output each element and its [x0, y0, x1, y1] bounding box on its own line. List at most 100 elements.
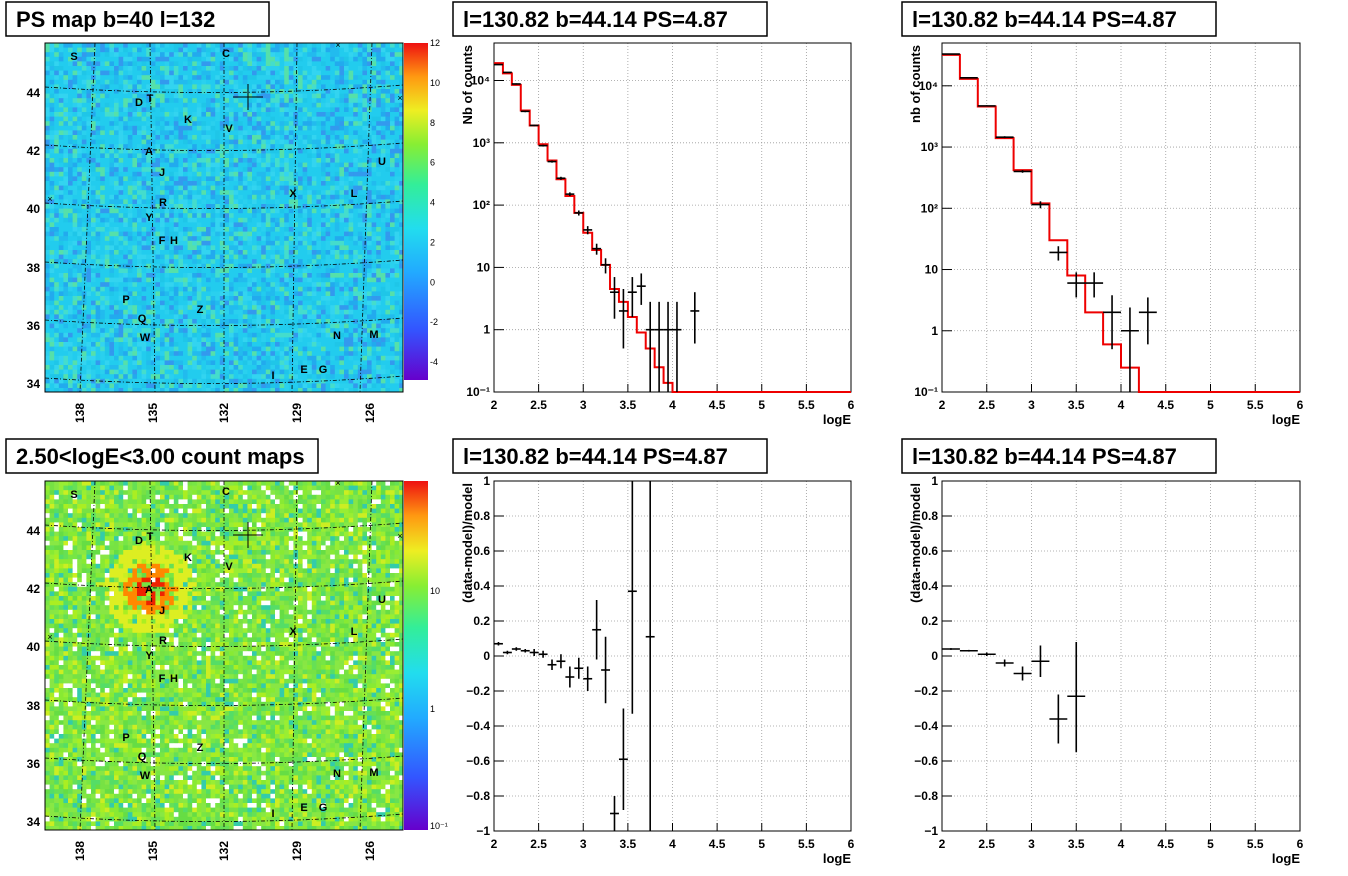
source-label: Y [145, 650, 153, 662]
lon-gridline [149, 43, 156, 392]
lon-tick-label: 126 [363, 841, 377, 861]
ps-map-lat-ticks: 44 42 40 38 36 34 [27, 86, 41, 391]
lat-tick-label: 42 [27, 582, 41, 596]
lat-gridline [45, 755, 403, 764]
x-tick-label: 2 [939, 837, 946, 851]
source-label: S [70, 489, 77, 501]
lon-tick-label: 129 [290, 841, 304, 861]
x-tick-label: 4 [1118, 398, 1125, 412]
x-tick-label: 3.5 [620, 398, 637, 412]
x-tick-label: 6 [1297, 837, 1304, 851]
lat-tick-label: 36 [27, 757, 41, 771]
ps-map-panel: PS map b=40 l=132 S C D T K V A U J X L RYF H P Z QW N M I… [5, 1, 440, 423]
x-tick-label: 4 [1118, 837, 1125, 851]
ps-map-heatmap [45, 43, 403, 392]
source-label: F [159, 235, 166, 247]
source-label: G [319, 802, 328, 814]
colorbar-tick-label: 4 [430, 198, 435, 208]
lat-tick-label: 38 [27, 261, 41, 275]
y-tick-label: −0.4 [466, 719, 490, 733]
y-tick-label: 1 [931, 324, 938, 338]
lon-tick-label: 138 [73, 841, 87, 861]
count-map-colorbar [404, 481, 428, 830]
x-tick-label: 4 [669, 398, 676, 412]
x-axis-label: logE [1272, 412, 1300, 427]
source-label: N [333, 330, 341, 342]
source-label: C [222, 48, 230, 60]
y-tick-label: 10³ [921, 140, 938, 154]
source-label: M [369, 767, 378, 779]
lon-tick-label: 138 [73, 403, 87, 423]
x-tick-label: 3.5 [1068, 837, 1085, 851]
residual-right-panel: l=130.82 b=44.14 PS=4.87 2 2.5 3 3.5 4 4.5 5 5.5… [901, 438, 1304, 866]
colorbar-tick-label: 2 [430, 237, 435, 247]
count-map-coordinate-grid [45, 481, 403, 830]
x-tick-label: 3 [580, 398, 587, 412]
ps-map-colorbar [404, 43, 428, 380]
residual-left-panel: l=130.82 b=44.14 PS=4.87 2 2.5 3 3.5 4 4.5 5 5.5… [452, 438, 855, 866]
y-tick-label: 10⁴ [919, 79, 938, 93]
chart-title: l=130.82 b=44.14 PS=4.87 [912, 7, 1177, 32]
y-tick-label: −0.2 [466, 684, 490, 698]
lat-gridline [45, 84, 403, 93]
x-tick-label: 5 [1207, 398, 1214, 412]
lon-gridline [79, 43, 96, 392]
y-tick-label: 10² [921, 201, 938, 215]
colorbar-tick-label: 1 [430, 704, 435, 714]
y-tick-label: −0.8 [914, 789, 938, 803]
y-tick-label: 10³ [473, 136, 490, 150]
x-tick-label: 4 [669, 837, 676, 851]
source-label: N [333, 768, 341, 780]
lon-gridline [359, 481, 373, 830]
y-axis-label: nb of counts [908, 45, 923, 123]
y-tick-label: 0.6 [921, 544, 938, 558]
colorbar-tick-label: -2 [430, 317, 438, 327]
y-tick-label: −0.6 [466, 754, 490, 768]
source-label: Z [197, 304, 204, 316]
count-map-lon-ticks: 138 135 132 129 126 [73, 841, 377, 861]
y-axis-label: (data-model)/model [460, 483, 475, 603]
x-tick-label: 2.5 [530, 837, 547, 851]
lat-tick-label: 34 [27, 815, 41, 829]
x-tick-label: 5.5 [1247, 398, 1264, 412]
plot-frame [941, 480, 1301, 832]
lon-tick-label: 135 [146, 841, 160, 861]
source-label: D [135, 97, 143, 109]
y-tick-label: 0.2 [921, 614, 938, 628]
lat-tick-label: 42 [27, 144, 41, 158]
lon-tick-label: 132 [217, 403, 231, 423]
lon-gridline [149, 481, 156, 830]
source-label: S [70, 51, 77, 63]
source-label: E [300, 364, 307, 376]
x-marker: × [397, 93, 402, 103]
colorbar-tick-label: 12 [430, 38, 440, 48]
source-label: C [222, 486, 230, 498]
y-tick-label: −0.2 [914, 684, 938, 698]
source-label: L [351, 626, 358, 638]
count-map-title: 2.50<logE<3.00 count maps [16, 444, 305, 469]
y-tick-label: 1 [931, 474, 938, 488]
count-map-lat-ticks: 44 42 40 38 36 34 [27, 524, 41, 829]
y-tick-label: 1 [483, 323, 490, 337]
source-label: T [147, 531, 154, 543]
x-tick-label: 5.5 [798, 837, 815, 851]
colorbar-tick-label: 6 [430, 158, 435, 168]
lon-gridline [291, 43, 298, 392]
model-step-line [494, 62, 851, 393]
lat-gridline [45, 375, 403, 384]
colorbar-tick-label: 10 [430, 586, 440, 596]
source-label: R [159, 635, 167, 647]
source-label: V [225, 561, 233, 573]
x-tick-label: 5.5 [1247, 837, 1264, 851]
source-label: T [147, 93, 154, 105]
x-tick-label: 5 [758, 398, 765, 412]
lat-gridline [45, 522, 403, 531]
source-label: I [271, 370, 274, 382]
y-axis-label: (data-model)/model [908, 483, 923, 603]
count-map-heatmap [45, 481, 403, 830]
ps-map-lon-ticks: 138 135 132 129 126 [73, 403, 377, 423]
lat-gridline [45, 317, 403, 326]
lon-tick-label: 129 [290, 403, 304, 423]
lat-tick-label: 40 [27, 640, 41, 654]
